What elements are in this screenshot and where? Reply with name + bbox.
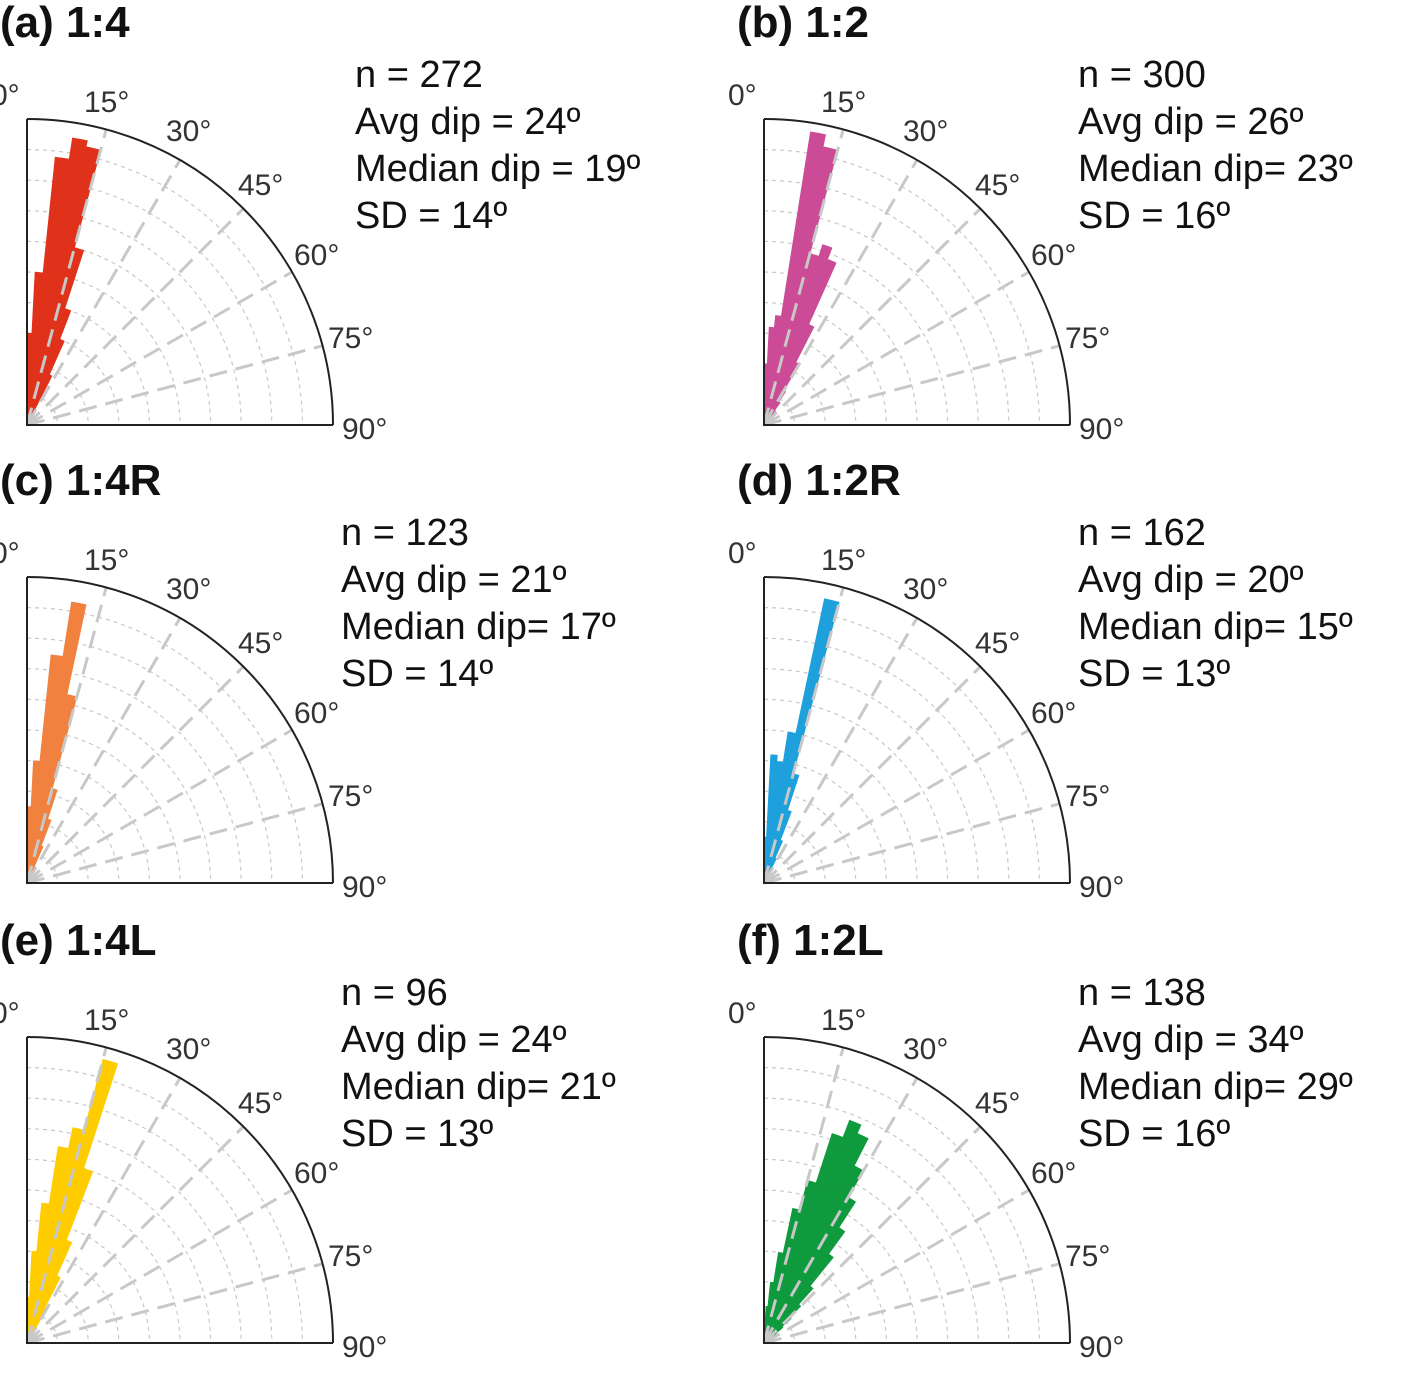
angle-tick-label: 60° (1031, 697, 1076, 730)
angle-tick-label: 15° (84, 86, 129, 119)
rose-diagram: 0°15°30°45°60°75°90° (737, 993, 1157, 1353)
panel-title: (a) 1:4 (0, 0, 130, 46)
angle-tick-label: 60° (1031, 1157, 1076, 1190)
rose-diagram: 0°15°30°45°60°75°90° (0, 533, 420, 893)
angle-tick-label: 0° (0, 537, 20, 570)
angle-tick-label: 90° (1079, 1331, 1124, 1364)
angle-tick-label: 0° (728, 79, 757, 112)
panel-title: (b) 1:2 (737, 0, 869, 46)
angle-tick-label: 75° (1065, 322, 1110, 355)
panel-e: (e) 1:4L n = 96 Avg dip = 24º Median dip… (0, 918, 700, 1373)
radial-gridline (764, 730, 1029, 883)
angle-tick-label: 30° (166, 115, 211, 148)
angle-tick-label: 0° (0, 79, 20, 112)
angle-tick-label: 45° (238, 169, 283, 202)
panel-f: (f) 1:2L n = 138 Avg dip = 34º Median di… (737, 918, 1406, 1373)
radial-gridline (27, 804, 323, 883)
angle-tick-label: 75° (328, 322, 373, 355)
angle-tick-label: 90° (1079, 871, 1124, 904)
angle-tick-label: 15° (821, 86, 866, 119)
angle-tick-label: 0° (728, 997, 757, 1030)
angle-tick-label: 15° (821, 1004, 866, 1037)
angle-tick-label: 45° (975, 1087, 1020, 1120)
rose-diagram: 0°15°30°45°60°75°90° (737, 533, 1157, 893)
panel-title: (c) 1:4R (0, 458, 161, 504)
angle-tick-label: 75° (1065, 1240, 1110, 1273)
angle-tick-label: 60° (294, 239, 339, 272)
angle-tick-label: 30° (903, 115, 948, 148)
angle-tick-label: 90° (1079, 413, 1124, 446)
angle-tick-label: 15° (84, 1004, 129, 1037)
angle-tick-label: 45° (975, 169, 1020, 202)
angle-tick-label: 75° (328, 780, 373, 813)
panel-d: (d) 1:2R n = 162 Avg dip = 20º Median di… (737, 458, 1406, 913)
panel-c: (c) 1:4R n = 123 Avg dip = 21º Median di… (0, 458, 700, 913)
radial-gridline (27, 346, 323, 425)
angle-tick-label: 15° (84, 544, 129, 577)
angle-tick-label: 0° (728, 537, 757, 570)
angle-tick-label: 45° (975, 627, 1020, 660)
rose-diagram: 0°15°30°45°60°75°90° (737, 75, 1157, 435)
angle-tick-label: 90° (342, 1331, 387, 1364)
angle-tick-label: 60° (1031, 239, 1076, 272)
angle-tick-label: 90° (342, 413, 387, 446)
angle-tick-label: 0° (0, 997, 20, 1030)
panel-a: (a) 1:4 n = 272 Avg dip = 24º Median dip… (0, 0, 700, 455)
angle-tick-label: 30° (166, 1033, 211, 1066)
angle-tick-label: 30° (903, 573, 948, 606)
angle-tick-label: 60° (294, 1157, 339, 1190)
angle-tick-label: 45° (238, 1087, 283, 1120)
angle-tick-label: 30° (903, 1033, 948, 1066)
panel-title: (e) 1:4L (0, 918, 156, 964)
angle-tick-label: 75° (328, 1240, 373, 1273)
angle-tick-label: 30° (166, 573, 211, 606)
angle-tick-label: 60° (294, 697, 339, 730)
angle-tick-label: 15° (821, 544, 866, 577)
panel-title: (f) 1:2L (737, 918, 884, 964)
panel-title: (d) 1:2R (737, 458, 901, 504)
angle-tick-label: 90° (342, 871, 387, 904)
rose-diagram: 0°15°30°45°60°75°90° (0, 993, 420, 1353)
angle-tick-label: 45° (238, 627, 283, 660)
angle-tick-label: 75° (1065, 780, 1110, 813)
radial-gridline (764, 804, 1060, 883)
panel-b: (b) 1:2 n = 300 Avg dip = 26º Median dip… (737, 0, 1406, 455)
radial-gridline (764, 346, 1060, 425)
rose-diagram: 0°15°30°45°60°75°90° (0, 75, 420, 435)
radial-gridline (27, 730, 292, 883)
